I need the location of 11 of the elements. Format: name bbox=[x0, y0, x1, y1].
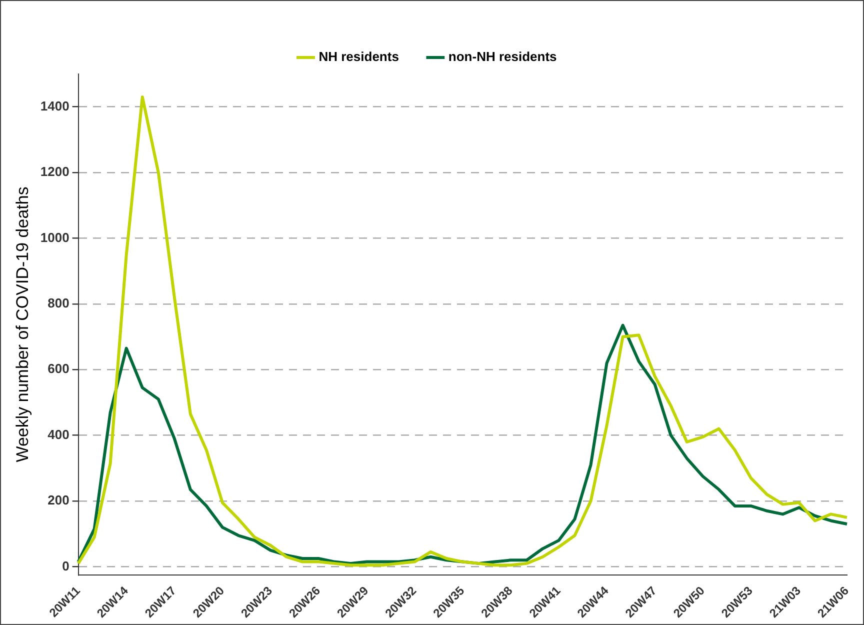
y-tick-label: 400 bbox=[48, 426, 70, 442]
y-tick-label: 1000 bbox=[40, 230, 70, 245]
y-tick-label: 0 bbox=[62, 558, 70, 574]
y-tick-label: 200 bbox=[48, 492, 70, 508]
y-tick-label: 1200 bbox=[40, 164, 70, 180]
y-tick-label: 800 bbox=[48, 296, 70, 311]
y-axis-title: Weekly number of COVID-19 deaths bbox=[12, 186, 32, 462]
y-tick-label: 1400 bbox=[40, 98, 70, 114]
legend-label: NH residents bbox=[318, 49, 399, 64]
legend-label: non-NH residents bbox=[448, 49, 557, 64]
y-tick-label: 600 bbox=[48, 361, 70, 376]
